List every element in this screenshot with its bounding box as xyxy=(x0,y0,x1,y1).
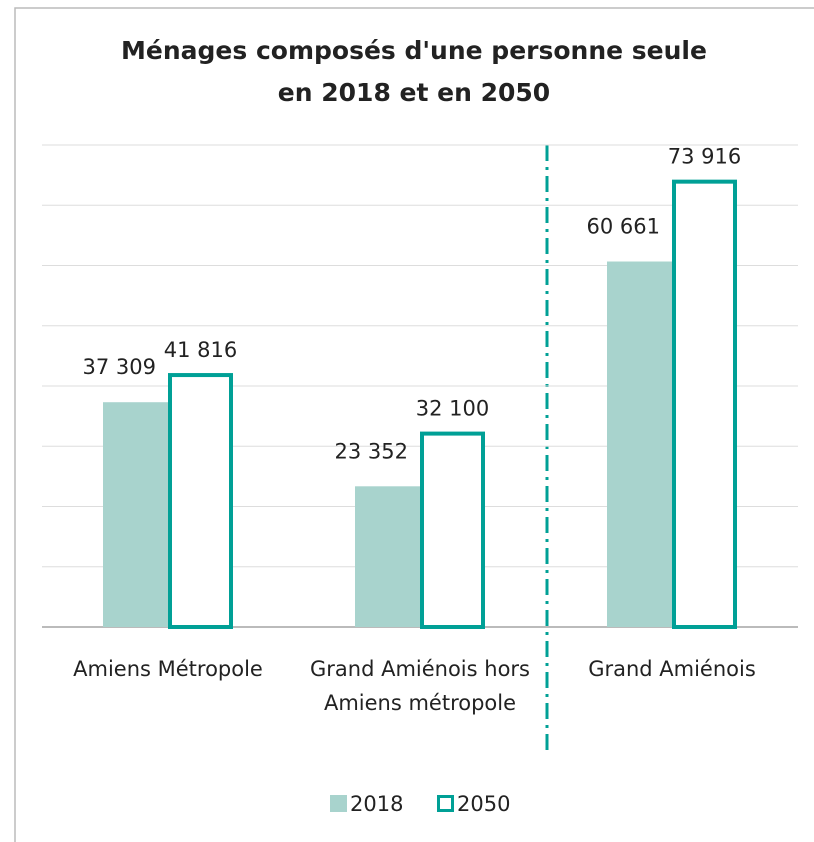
x-tick-label: Amiens Métropole xyxy=(73,657,263,681)
bar xyxy=(168,373,233,629)
bar xyxy=(103,402,168,627)
legend-swatch xyxy=(330,795,347,812)
data-label: 60 661 xyxy=(587,215,660,239)
bar xyxy=(355,486,420,627)
legend-swatch xyxy=(437,795,454,812)
legend-label: 2018 xyxy=(350,792,403,816)
chart-title: en 2018 et en 2050 xyxy=(278,78,550,107)
chart-title: Ménages composés d'une personne seule xyxy=(121,36,707,65)
bar xyxy=(420,431,485,629)
bar xyxy=(607,261,672,627)
data-label: 41 816 xyxy=(164,338,237,362)
x-tick-label: Grand Amiénois hors Amiens métropole xyxy=(309,657,530,715)
data-label: 73 916 xyxy=(668,145,741,169)
data-label: 37 309 xyxy=(83,355,156,379)
data-label: 32 100 xyxy=(416,397,489,421)
bar xyxy=(672,179,737,629)
legend-label: 2050 xyxy=(457,792,510,816)
data-label: 23 352 xyxy=(335,439,408,463)
x-tick-label: Grand Amiénois xyxy=(588,657,756,681)
frame xyxy=(14,7,814,842)
